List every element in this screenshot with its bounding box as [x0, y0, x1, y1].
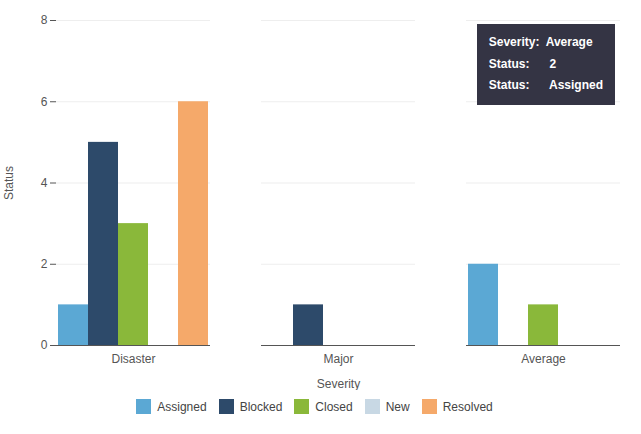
html-text:Assigned: Assigned: [157, 399, 207, 414]
svg-text:2: 2: [41, 257, 48, 271]
svg-text:6: 6: [41, 95, 48, 109]
svg-text:4: 4: [41, 176, 48, 190]
svg-text:Average: Average: [521, 352, 566, 366]
html-text:Severity: Average Status: 2 St: Severity: Average Status: 2 Status: Assi…: [488, 35, 603, 93]
html-text:New: New: [385, 399, 410, 414]
svg-text:Severity: Severity: [317, 377, 360, 391]
svg-text:8: 8: [41, 13, 48, 27]
svg-text:0: 0: [41, 338, 48, 352]
svg-text:Disaster: Disaster: [111, 352, 155, 366]
html-text:Resolved: Resolved: [442, 399, 493, 414]
svg-text:Status: Status: [2, 166, 16, 200]
html-text:Closed: Closed: [315, 399, 353, 414]
svg-text:Major: Major: [323, 352, 353, 366]
html-text:Blocked: Blocked: [239, 399, 283, 414]
